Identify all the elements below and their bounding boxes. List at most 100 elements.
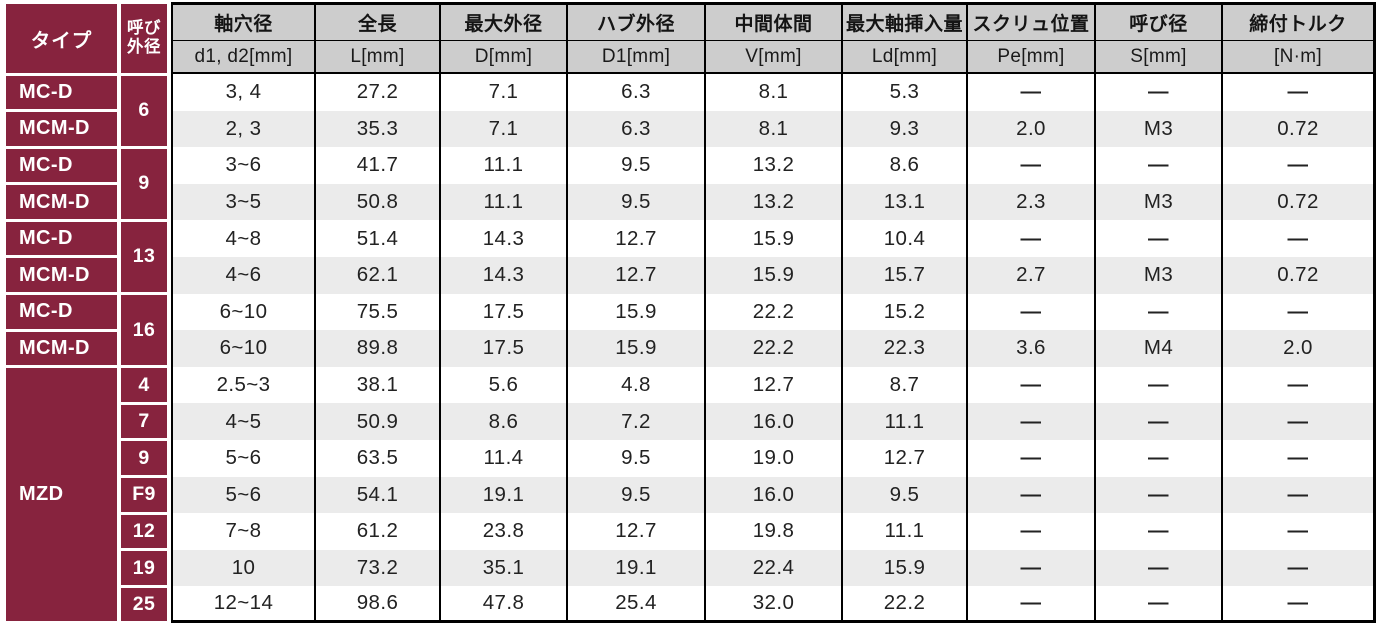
data-cell: 9.5: [843, 476, 968, 514]
data-cell: —: [1223, 439, 1376, 477]
data-cell: 10.4: [843, 220, 968, 257]
data-cell: —: [968, 513, 1096, 550]
data-cell: —: [1096, 220, 1223, 257]
data-cell: 54.1: [316, 476, 441, 514]
data-cell: —: [1223, 549, 1376, 587]
data-cell: —: [968, 549, 1096, 587]
data-cell: 11.1: [843, 513, 968, 550]
size-column-header-label: 呼び 外径: [121, 3, 167, 73]
data-cell: 5~6: [171, 439, 316, 477]
data-cell: 12.7: [568, 256, 706, 294]
size-cell: 19: [121, 549, 171, 587]
table-row: MC-D 16 6~10 75.5 17.5 15.9 22.2 15.2 — …: [0, 293, 1376, 367]
type-cell: MCM-D: [0, 256, 121, 294]
type-cell: MC-D: [0, 147, 121, 184]
data-cell: 9.5: [568, 183, 706, 221]
data-cell: 13.2: [706, 183, 843, 221]
data-cell: —: [968, 586, 1096, 623]
data-cell: —: [968, 403, 1096, 440]
data-cell: 2.5~3: [171, 366, 316, 404]
data-cell: —: [1096, 439, 1223, 477]
table-row: MC-D 9 3~6 41.7 11.1 9.5 13.2 8.6 — — —: [0, 147, 1376, 221]
header-row-names: タイプ 呼び 外径 軸穴径 全長 最大外径 ハブ外径 中間体間 最大軸挿入量 スク…: [0, 2, 1376, 74]
table-row: MCM-D 6~10 89.8 17.5 15.9 22.2 22.3 3.6 …: [0, 330, 1376, 367]
table-row: 12 7~8 61.2 23.8 12.7 19.8 11.1 — — —: [0, 513, 1376, 550]
size-cell: 7: [121, 403, 171, 440]
data-cell: 22.2: [706, 330, 843, 367]
data-cell: 12.7: [706, 366, 843, 404]
data-cell: 7.2: [568, 403, 706, 440]
column-unit-torque: [N·m]: [1223, 41, 1376, 74]
data-cell: 35.3: [316, 110, 441, 148]
type-cell: MCM-D: [0, 183, 121, 221]
data-cell: 6~10: [171, 293, 316, 331]
data-cell: 15.9: [568, 330, 706, 367]
data-cell: 63.5: [316, 439, 441, 477]
data-cell: 2.3: [968, 183, 1096, 221]
data-cell: 3.6: [968, 330, 1096, 367]
column-unit-screw-position: Pe[mm]: [968, 41, 1096, 74]
data-cell: —: [1096, 476, 1223, 514]
type-cell: MCM-D: [0, 110, 121, 148]
data-cell: 3, 4: [171, 74, 316, 111]
column-header-max-od: 最大外径: [441, 2, 568, 41]
data-cell: 0.72: [1223, 256, 1376, 294]
column-unit-max-od: D[mm]: [441, 41, 568, 74]
data-cell: 7.1: [441, 110, 568, 148]
column-header-max-insertion: 最大軸挿入量: [843, 2, 968, 41]
column-unit-max-insertion: Ld[mm]: [843, 41, 968, 74]
column-header-bore: 軸穴径: [171, 2, 316, 41]
type-cell: MC-D: [0, 74, 121, 111]
data-cell: 22.2: [706, 293, 843, 331]
data-cell: 4.8: [568, 366, 706, 404]
data-cell: 5.3: [843, 74, 968, 111]
data-cell: 15.9: [843, 549, 968, 587]
data-cell: 11.1: [441, 183, 568, 221]
column-header-screw-position: スクリュ位置: [968, 2, 1096, 41]
size-cell: 6: [121, 74, 171, 148]
size-cell: 12: [121, 513, 171, 550]
table-row: 9 5~6 63.5 11.4 9.5 19.0 12.7 — — —: [0, 439, 1376, 477]
data-cell: 16.0: [706, 403, 843, 440]
data-cell: 4~6: [171, 256, 316, 294]
table-row: F9 5~6 54.1 19.1 9.5 16.0 9.5 — — —: [0, 476, 1376, 514]
data-cell: 2.0: [1223, 330, 1376, 367]
data-cell: 11.1: [441, 147, 568, 184]
column-unit-hub-od: D1[mm]: [568, 41, 706, 74]
data-cell: 61.2: [316, 513, 441, 550]
size-cell: 4: [121, 366, 171, 404]
data-cell: 9.5: [568, 476, 706, 514]
data-cell: 12.7: [843, 439, 968, 477]
size-cell: 9: [121, 147, 171, 221]
data-cell: 75.5: [316, 293, 441, 331]
table-row: MZD 4 2.5~3 38.1 5.6 4.8 12.7 8.7 — — —: [0, 366, 1376, 623]
data-cell: 22.4: [706, 549, 843, 587]
data-cell: —: [1096, 74, 1223, 111]
data-cell: 15.9: [706, 220, 843, 257]
data-cell: 35.1: [441, 549, 568, 587]
data-cell: 8.1: [706, 74, 843, 111]
data-cell: 47.8: [441, 586, 568, 623]
data-cell: —: [1223, 74, 1376, 111]
column-header-torque: 締付トルク: [1223, 2, 1376, 41]
data-cell: 11.4: [441, 439, 568, 477]
data-cell: —: [1096, 293, 1223, 331]
data-cell: 22.2: [843, 586, 968, 623]
type-cell: MC-D: [0, 220, 121, 257]
data-cell: 2, 3: [171, 110, 316, 148]
spec-table: タイプ 呼び 外径 軸穴径 全長 最大外径 ハブ外径 中間体間 最大軸挿入量 スク…: [0, 2, 1376, 623]
size-cell: 13: [121, 220, 171, 294]
data-cell: —: [968, 366, 1096, 404]
data-cell: 23.8: [441, 513, 568, 550]
data-cell: —: [968, 220, 1096, 257]
column-unit-nominal-dia: S[mm]: [1096, 41, 1223, 74]
data-cell: 12.7: [568, 220, 706, 257]
data-cell: 38.1: [316, 366, 441, 404]
data-cell: 8.7: [843, 366, 968, 404]
data-cell: 8.6: [441, 403, 568, 440]
data-cell: 6.3: [568, 74, 706, 111]
data-cell: 9.3: [843, 110, 968, 148]
data-cell: 19.1: [441, 476, 568, 514]
data-cell: 32.0: [706, 586, 843, 623]
data-cell: 12~14: [171, 586, 316, 623]
